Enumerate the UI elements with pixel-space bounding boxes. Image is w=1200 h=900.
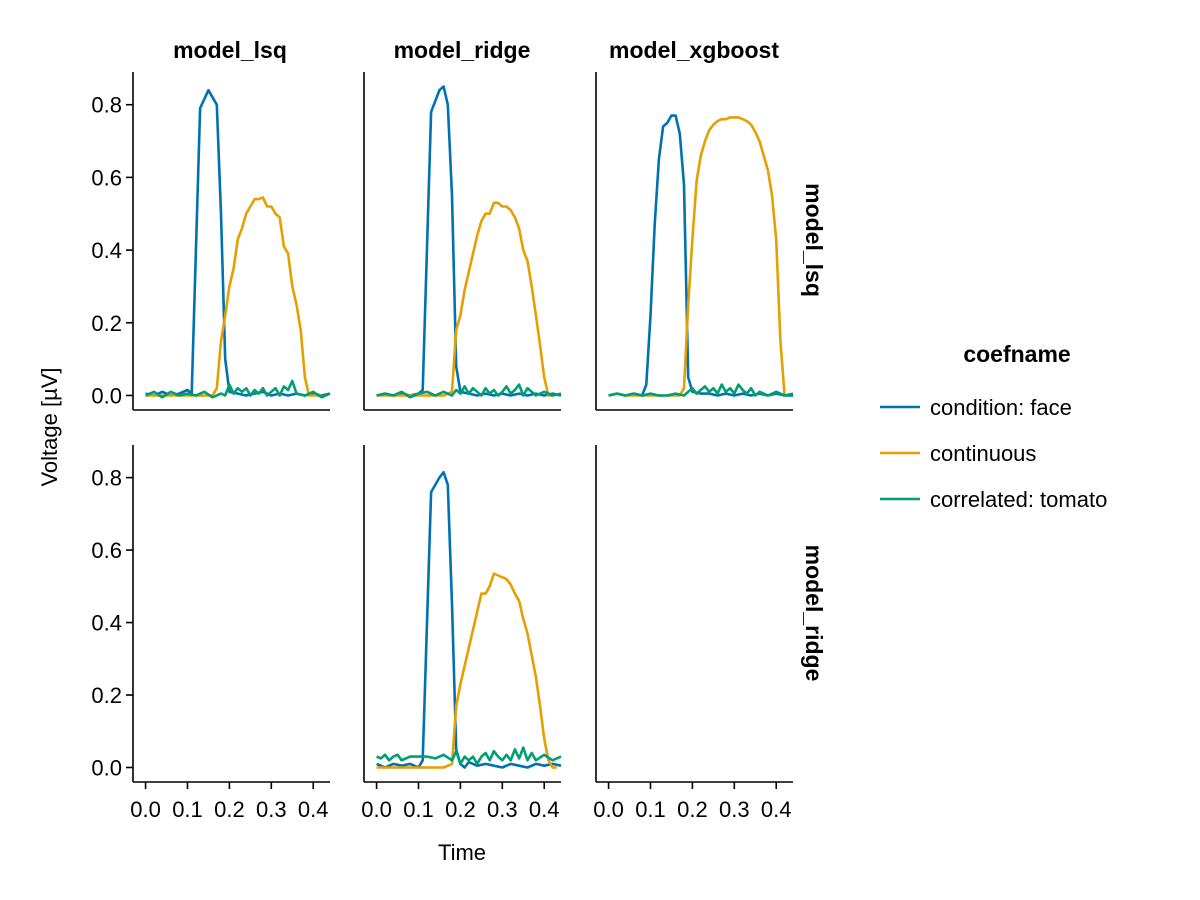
x-tick-label: 0.2 bbox=[214, 797, 245, 822]
y-tick-label: 0.2 bbox=[91, 683, 122, 708]
y-tick-label: 0.8 bbox=[91, 466, 122, 491]
x-tick-label: 0.0 bbox=[130, 797, 161, 822]
y-tick-label: 0.4 bbox=[91, 611, 122, 636]
series-line-continuous bbox=[145, 196, 322, 397]
x-tick-label: 0.4 bbox=[761, 797, 792, 822]
x-tick-label: 0.1 bbox=[403, 797, 434, 822]
panel-r2-c2: 0.0 0.1 0.2 0.3 0.4 bbox=[361, 445, 562, 822]
x-tick-label: 0.2 bbox=[445, 797, 476, 822]
legend-label-correlated-tomato: correlated: tomato bbox=[930, 487, 1107, 512]
x-tick-label: 0.0 bbox=[593, 797, 624, 822]
legend-label-continuous: continuous bbox=[930, 441, 1036, 466]
row-title-2: model_ridge bbox=[801, 545, 827, 682]
y-tick-label: 0.8 bbox=[91, 93, 122, 118]
y-axis-label: Voltage [µV] bbox=[37, 367, 62, 486]
x-tick-label: 0.3 bbox=[487, 797, 518, 822]
y-tick-label: 0.6 bbox=[91, 165, 122, 190]
y-tick-label: 0.4 bbox=[91, 238, 122, 263]
x-tick-label: 0.0 bbox=[361, 797, 392, 822]
series-line-continuous bbox=[608, 116, 786, 397]
panel-r2-c3: 0.0 0.1 0.2 0.3 0.4 bbox=[593, 445, 793, 822]
series-line-correlated-tomato bbox=[376, 746, 562, 766]
panels-layer: 0.00.20.40.60.80.00.20.40.60.80.0 0.1 0.2 0… bbox=[91, 72, 794, 822]
x-tick-label: 0.3 bbox=[719, 797, 750, 822]
series-line-condition-face bbox=[376, 85, 562, 397]
panel-r1-c2 bbox=[363, 72, 562, 411]
series-line-correlated-tomato bbox=[145, 379, 331, 399]
legend-label-condition-face: condition: face bbox=[930, 395, 1072, 420]
x-axis-label: Time bbox=[438, 840, 486, 865]
series-line-condition-face bbox=[376, 470, 562, 769]
x-tick-label: 0.3 bbox=[256, 797, 287, 822]
panel-r1-c3 bbox=[595, 72, 794, 411]
legend: coefname condition: face continuous corr… bbox=[880, 341, 1107, 512]
series-line-continuous bbox=[376, 201, 553, 397]
col-title-1: model_lsq bbox=[173, 37, 287, 63]
panel-r1-c1: 0.0 0.2 0.4 0.6 0.8 bbox=[91, 72, 331, 411]
x-tick-label: 0.1 bbox=[172, 797, 203, 822]
y-tick-label: 0.0 bbox=[91, 383, 122, 408]
x-tick-label: 0.2 bbox=[677, 797, 708, 822]
series-line-correlated-tomato bbox=[608, 383, 794, 397]
x-tick-label: 0.4 bbox=[529, 797, 560, 822]
col-title-2: model_ridge bbox=[394, 37, 531, 63]
y-tick-label: 0.2 bbox=[91, 311, 122, 336]
row-title-1: model_lsq bbox=[801, 183, 827, 297]
y-tick-label: 0.6 bbox=[91, 538, 122, 563]
x-tick-label: 0.4 bbox=[298, 797, 329, 822]
panel-r2-c1: 0.0 0.2 0.4 0.6 0.8 0.0 0.1 0.2 0.3 0.4 bbox=[91, 445, 330, 822]
x-tick-label: 0.1 bbox=[635, 797, 666, 822]
y-tick-label: 0.0 bbox=[91, 756, 122, 781]
legend-title: coefname bbox=[963, 341, 1070, 367]
col-title-3: model_xgboost bbox=[609, 37, 779, 63]
series-line-correlated-tomato bbox=[376, 383, 562, 399]
series-line-continuous bbox=[376, 572, 557, 769]
